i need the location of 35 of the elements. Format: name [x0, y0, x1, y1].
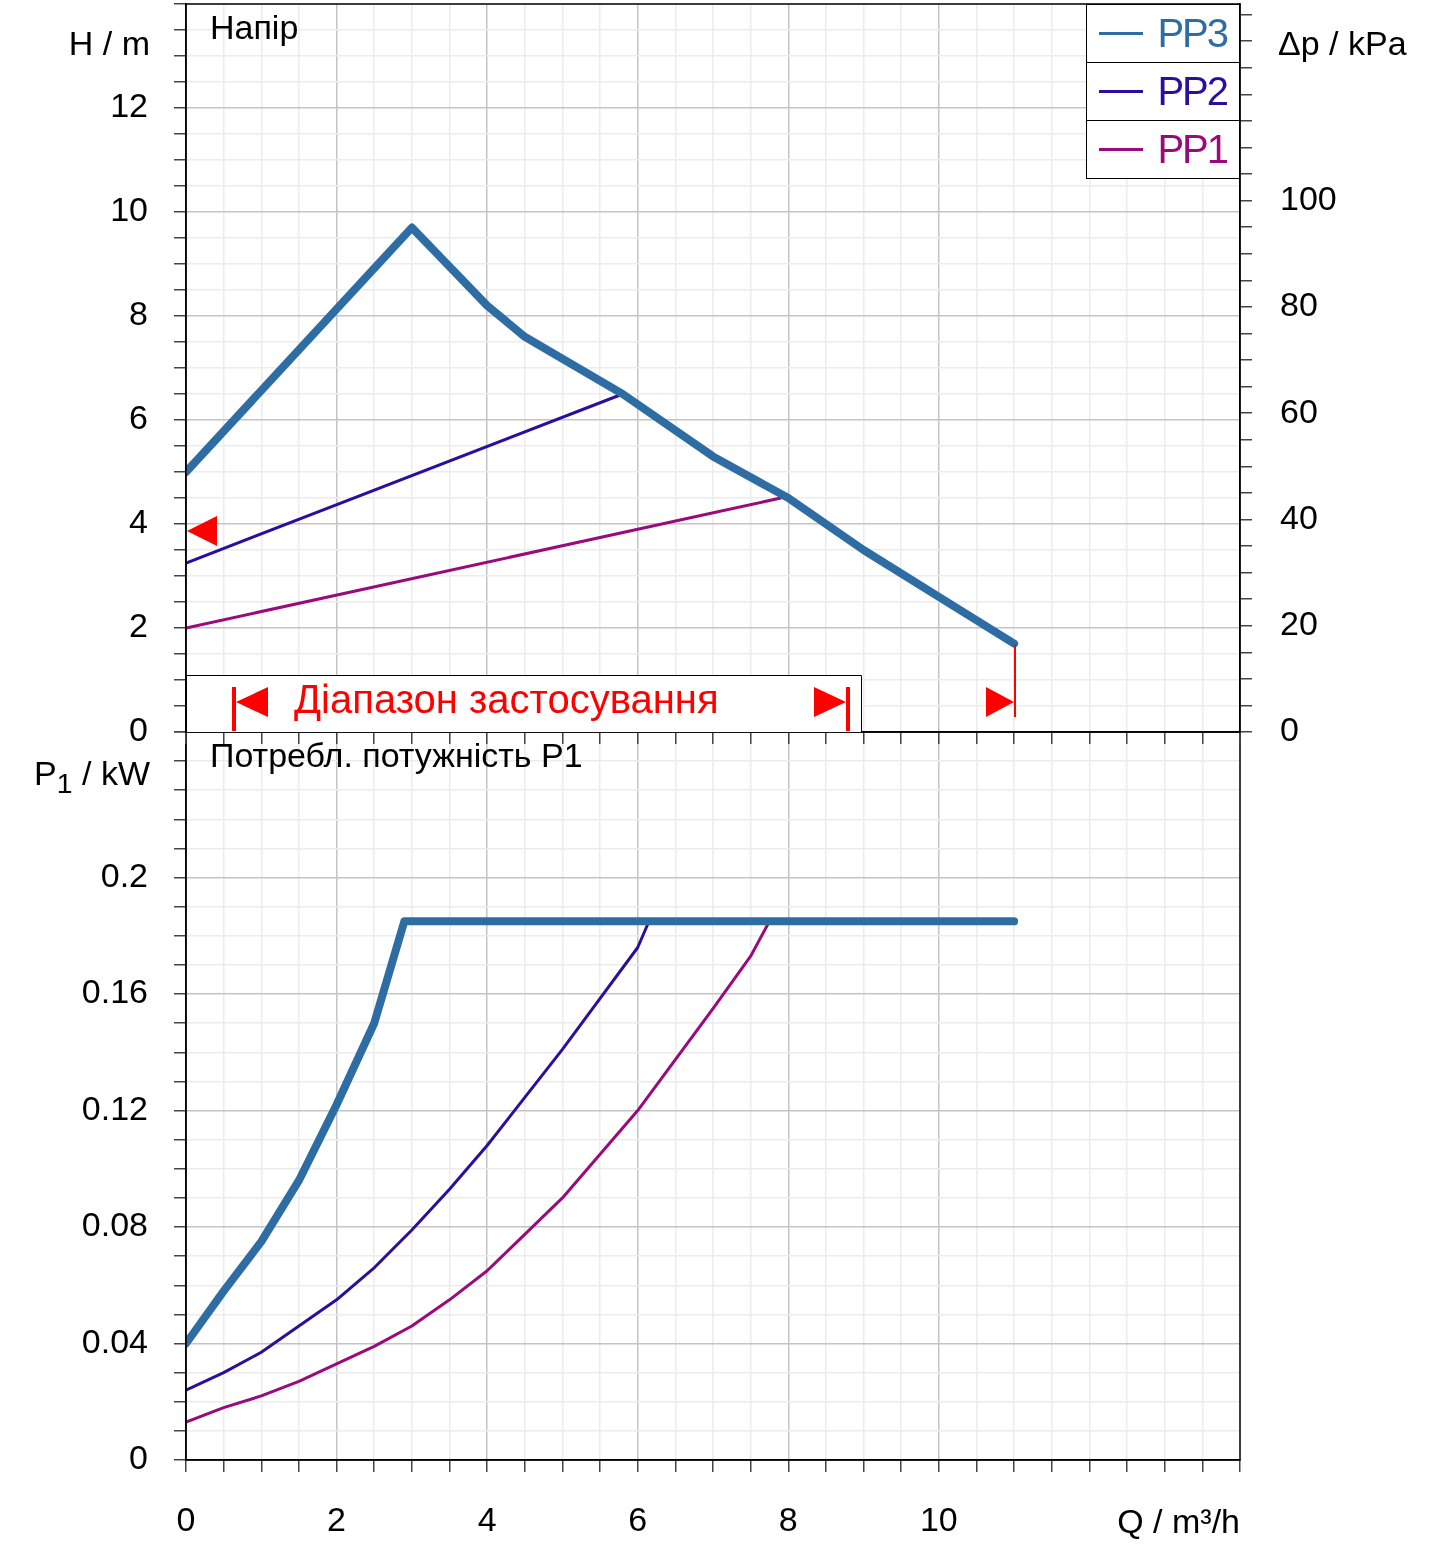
y2-tick-label: 100: [1280, 178, 1337, 217]
y-tick-label: 0.08: [81, 1205, 148, 1244]
x-tick-label: 4: [477, 1500, 497, 1539]
legend-label: PP2: [1157, 69, 1227, 114]
y2-axis-title: Δp / kPa: [1278, 24, 1407, 63]
x-tick-label: 10: [919, 1500, 958, 1539]
x-tick-label: 0: [176, 1500, 196, 1539]
x-tick-label: 2: [327, 1500, 347, 1539]
y-tick-label: 4: [129, 502, 148, 541]
y-tick-label: 6: [129, 398, 148, 437]
legend-label: PP1: [1157, 127, 1227, 172]
x-axis-title: Q / m³/h: [1117, 1502, 1240, 1541]
x-tick-label: 8: [778, 1500, 798, 1539]
legend-label: PP3: [1157, 11, 1227, 56]
y-tick-label: 2: [129, 606, 148, 645]
y2-tick-label: 40: [1280, 497, 1318, 536]
annotation: Діапазон застосування: [294, 677, 719, 722]
y-axis-title: P$_{1}$ / kW: [34, 754, 150, 800]
chart-title: Напір: [210, 8, 299, 47]
y2-tick-label: 0: [1280, 710, 1299, 749]
y-tick-label: 0.04: [81, 1321, 148, 1360]
y-tick-label: 0.16: [81, 972, 148, 1011]
x-tick-label: 6: [628, 1500, 648, 1539]
y2-tick-label: 80: [1280, 285, 1318, 324]
y2-tick-label: 20: [1280, 604, 1318, 643]
chart-title: Потребл. потужність P1: [210, 736, 583, 775]
y-tick-label: 0: [129, 1438, 148, 1477]
y-tick-label: 8: [129, 294, 148, 333]
y2-tick-label: 60: [1280, 391, 1318, 430]
y-tick-label: 0.12: [81, 1088, 148, 1127]
y-axis-title: H / m: [68, 24, 150, 63]
y-tick-label: 0: [129, 710, 148, 749]
y-tick-label: 12: [110, 86, 148, 125]
y-tick-label: 0.2: [100, 855, 148, 894]
y-tick-label: 10: [110, 190, 148, 229]
